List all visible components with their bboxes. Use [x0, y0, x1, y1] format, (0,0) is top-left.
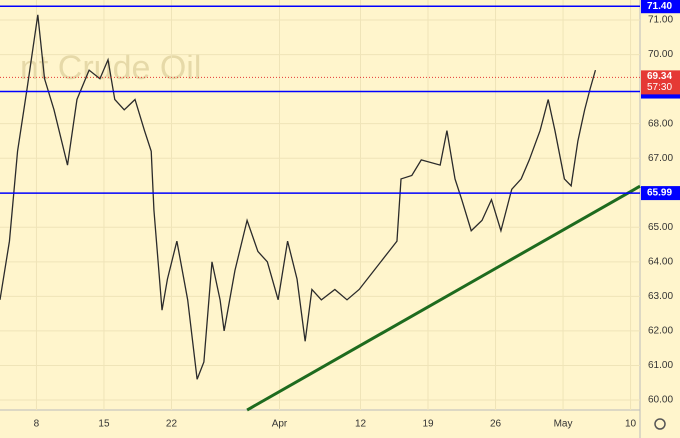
x-tick-label: 12 [355, 419, 367, 430]
x-tick-label: 19 [422, 419, 434, 430]
x-tick-label: 10 [625, 419, 637, 430]
x-tick-label: 15 [98, 419, 110, 430]
y-tick-label: 60.00 [648, 395, 673, 406]
y-tick-label: 68.00 [648, 118, 673, 129]
y-tick-label: 70.00 [648, 49, 673, 60]
y-tick-label: 67.00 [648, 153, 673, 164]
gear-icon[interactable] [654, 418, 666, 430]
x-tick-label: Apr [272, 419, 288, 430]
last-price-label: 69.34 [647, 71, 672, 82]
x-tick-label: 8 [34, 419, 40, 430]
trend-line [246, 184, 641, 412]
level-label-box [641, 0, 680, 14]
level-label: 65.99 [647, 188, 672, 199]
y-tick-label: 62.00 [648, 326, 673, 337]
level-label: 71.40 [647, 1, 672, 12]
x-tick-label: 26 [490, 419, 502, 430]
y-tick-label: 71.00 [648, 15, 673, 26]
y-tick-label: 61.00 [648, 360, 673, 371]
countdown-label: 57:30 [647, 82, 672, 93]
level-label-box [641, 186, 680, 201]
x-tick-label: May [554, 419, 573, 430]
x-tick-label: 22 [166, 419, 178, 430]
last-price-box [641, 70, 680, 95]
y-tick-label: 64.00 [648, 256, 673, 267]
gear-icon[interactable] [654, 418, 666, 430]
y-tick-label: 63.00 [648, 291, 673, 302]
price-line [0, 14, 597, 380]
y-tick-label: 65.00 [648, 222, 673, 233]
